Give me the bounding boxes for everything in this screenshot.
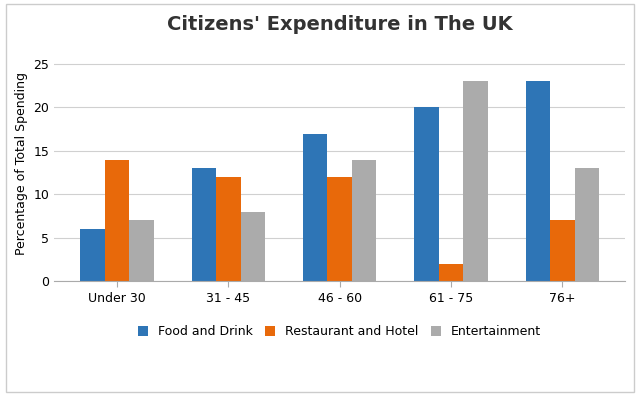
Bar [328, 177, 352, 281]
Bar [303, 133, 328, 281]
Title: Citizens' Expenditure in The UK: Citizens' Expenditure in The UK [167, 15, 513, 34]
Bar [80, 229, 105, 281]
Bar [191, 168, 216, 281]
Bar [439, 264, 463, 281]
Bar [525, 82, 550, 281]
Bar [105, 160, 129, 281]
Bar [216, 177, 241, 281]
Bar [463, 82, 488, 281]
Bar [241, 212, 265, 281]
Y-axis label: Percentage of Total Spending: Percentage of Total Spending [15, 72, 28, 255]
Legend: Food and Drink, Restaurant and Hotel, Entertainment: Food and Drink, Restaurant and Hotel, En… [138, 325, 541, 338]
Bar [550, 221, 575, 281]
Bar [414, 107, 439, 281]
Bar [352, 160, 376, 281]
Bar [129, 221, 154, 281]
Bar [575, 168, 599, 281]
